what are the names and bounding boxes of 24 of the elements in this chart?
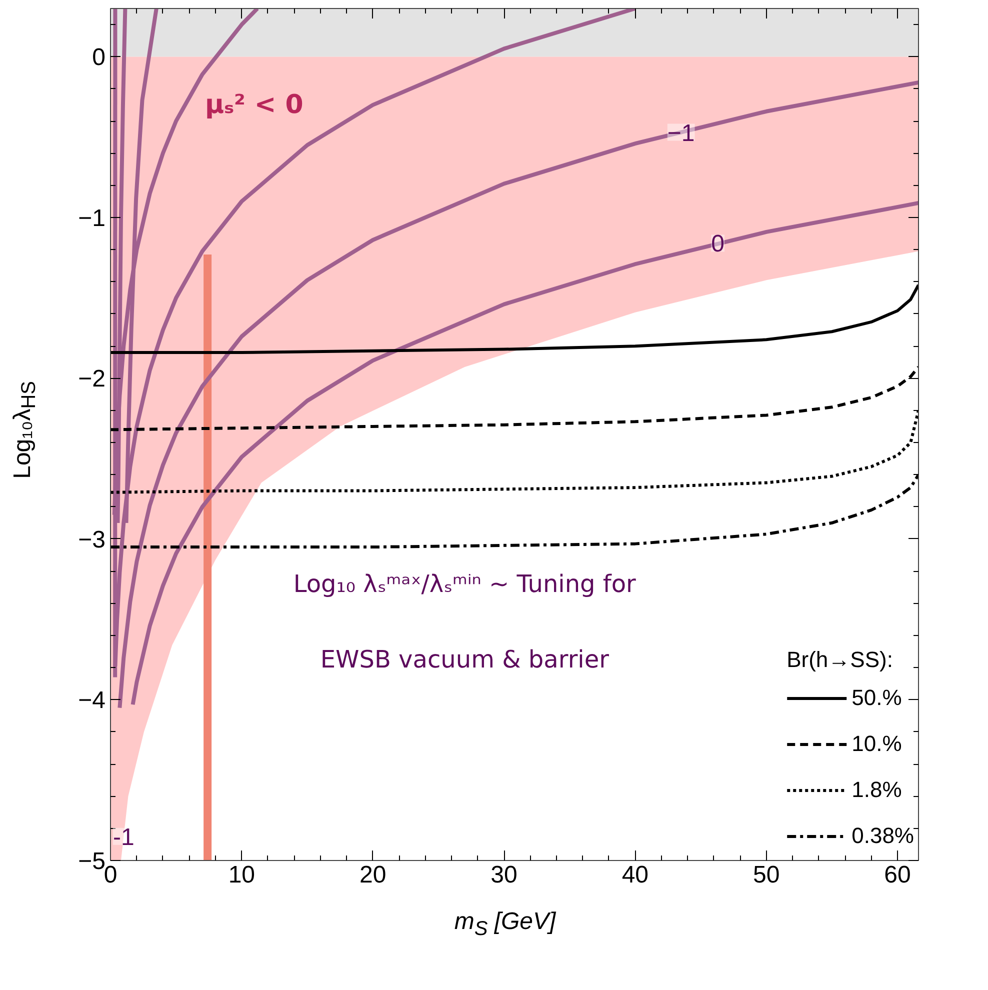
y-tick-label: −2 xyxy=(78,366,106,393)
legend-title: Br(h→SS): xyxy=(786,647,894,673)
x-tick-label: 30 xyxy=(490,862,518,888)
annotation: EWSB vacuum & barrier xyxy=(320,646,610,674)
annotation: −1 xyxy=(667,120,695,147)
y-tick-label: 0 xyxy=(92,44,106,72)
x-tick-label: 40 xyxy=(622,862,649,888)
x-tick-label: 10 xyxy=(228,862,256,888)
legend-label: 10.% xyxy=(852,730,902,758)
legend-label: 0.38% xyxy=(852,822,914,850)
annotation: Log₁₀ λₛᵐᵃˣ/λₛᵐⁱⁿ ~ Tuning for xyxy=(293,570,636,598)
x-axis-title: m$_{S}$ [GeV] xyxy=(454,908,556,940)
annotation: -1 xyxy=(112,824,134,851)
y-tick-label: −4 xyxy=(78,687,106,714)
annotation: 0 xyxy=(711,230,724,258)
x-tick-label: 20 xyxy=(359,862,386,888)
y-tick-label: −1 xyxy=(78,204,106,232)
y-tick-label: −3 xyxy=(78,526,106,554)
annotation: μₛ² < 0 xyxy=(204,90,304,120)
x-tick-label: 60 xyxy=(884,862,911,888)
x-tick-label: 50 xyxy=(752,862,780,888)
y-tick-label: −5 xyxy=(78,848,106,875)
legend-label: 50.% xyxy=(852,684,902,712)
legend-label: 1.8% xyxy=(852,776,902,804)
